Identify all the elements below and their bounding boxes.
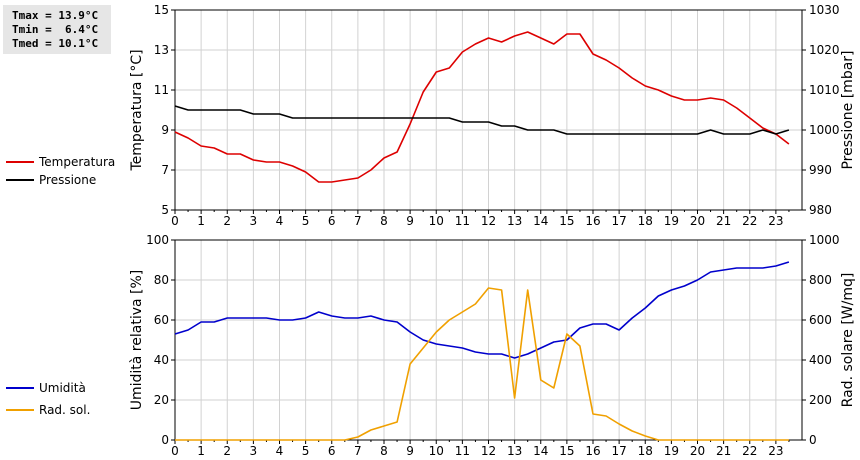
lower-xtick-label: 18: [638, 444, 653, 458]
lower-xtick-label: 4: [276, 444, 284, 458]
lower-ytick-label-left: 60: [154, 313, 169, 327]
lower-xtick-label: 11: [455, 444, 470, 458]
upper-xtick-label: 19: [664, 214, 679, 228]
upper-ytick-label-right: 990: [809, 163, 832, 177]
lower-ytick-label-right: 1000: [809, 233, 840, 247]
lower-ytick-label-left: 20: [154, 393, 169, 407]
upper-xtick-label: 22: [742, 214, 757, 228]
lower-xtick-label: 0: [171, 444, 179, 458]
lower-xtick-label: 23: [768, 444, 783, 458]
upper-ytick-label-left: 9: [161, 123, 169, 137]
upper-xtick-label: 17: [611, 214, 626, 228]
lower-series-line-1: [175, 287, 789, 441]
stats-box: Tmax = 13.9°C Tmin = 6.4°C Tmed = 10.1°C: [3, 5, 111, 54]
lower-xtick-label: 1: [197, 444, 205, 458]
lower-ytick-label-right: 200: [809, 393, 832, 407]
lower-xtick-label: 19: [664, 444, 679, 458]
upper-xtick-label: 8: [380, 214, 388, 228]
upper-ytick-label-left: 5: [161, 203, 169, 217]
upper-xtick-label: 7: [354, 214, 362, 228]
lower-xtick-label: 14: [533, 444, 548, 458]
lower-series-line-0: [174, 261, 790, 359]
lower-ytick-label-left: 100: [146, 233, 169, 247]
upper-ylabel-right: Pressione [mbar]: [840, 50, 856, 169]
legend-label-pressione: Pressione: [39, 173, 97, 187]
lower-xtick-label: 10: [429, 444, 444, 458]
upper-xtick-label: 13: [507, 214, 522, 228]
lower-xtick-label: 17: [611, 444, 626, 458]
legend-swatch-pressione: [6, 179, 34, 181]
legend-label-temperatura: Temperatura: [39, 155, 116, 169]
upper-xtick-label: 12: [481, 214, 496, 228]
upper-ytick-label-left: 13: [154, 43, 169, 57]
upper-xtick-label: 3: [250, 214, 258, 228]
upper-xtick-label: 4: [276, 214, 284, 228]
upper-ylabel-left: Temperatura [°C]: [129, 49, 145, 171]
upper-ytick-label-left: 7: [161, 163, 169, 177]
upper-xtick-label: 0: [171, 214, 179, 228]
tmax-text: Tmax = 13.9°C: [12, 9, 99, 22]
lower-ytick-label-left: 0: [161, 433, 169, 447]
upper-xtick-label: 5: [302, 214, 310, 228]
lower-xtick-label: 7: [354, 444, 362, 458]
upper-ytick-label-right: 1010: [809, 83, 840, 97]
upper-xtick-label: 9: [406, 214, 414, 228]
lower-xtick-label: 22: [742, 444, 757, 458]
lower-ytick-label-right: 800: [809, 273, 832, 287]
tmed-text: Tmed = 10.1°C: [12, 37, 99, 50]
tmin-text: Tmin = 6.4°C: [12, 23, 99, 36]
upper-ytick-label-right: 1000: [809, 123, 840, 137]
lower-ytick-label-right: 0: [809, 433, 817, 447]
lower-ytick-label-right: 400: [809, 353, 832, 367]
upper-xtick-label: 6: [328, 214, 336, 228]
upper-xtick-label: 20: [690, 214, 705, 228]
lower-xtick-label: 5: [302, 444, 310, 458]
lower-ylabel-right: Rad. solare [W/mq]: [840, 273, 856, 408]
upper-ytick-label-right: 1030: [809, 3, 840, 17]
legend-swatch-temperatura: [6, 161, 34, 163]
upper-xtick-label: 18: [638, 214, 653, 228]
upper-ytick-label-right: 1020: [809, 43, 840, 57]
upper-series-line-0: [174, 31, 790, 183]
lower-ylabel-left: Umidità relativa [%]: [129, 270, 145, 411]
lower-xtick-label: 21: [716, 444, 731, 458]
legend-swatch-umidita: [6, 387, 34, 389]
upper-ytick-label-right: 980: [809, 203, 832, 217]
lower-frame: [174, 239, 803, 441]
lower-xtick-label: 6: [328, 444, 336, 458]
upper-xtick-label: 14: [533, 214, 548, 228]
lower-xtick-label: 3: [250, 444, 258, 458]
upper-xtick-label: 16: [585, 214, 600, 228]
lower-xtick-label: 2: [223, 444, 231, 458]
lower-xtick-label: 15: [559, 444, 574, 458]
lower-xtick-label: 8: [380, 444, 388, 458]
upper-xtick-label: 21: [716, 214, 731, 228]
upper-series-line-1: [174, 105, 790, 135]
upper-xtick-label: 1: [197, 214, 205, 228]
legend-swatch-radsol: [6, 409, 34, 411]
upper-ytick-label-left: 15: [154, 3, 169, 17]
upper-xtick-label: 10: [429, 214, 444, 228]
upper-xtick-label: 23: [768, 214, 783, 228]
upper-frame: [174, 9, 803, 211]
lower-ytick-label-right: 600: [809, 313, 832, 327]
upper-xtick-label: 11: [455, 214, 470, 228]
lower-xtick-label: 20: [690, 444, 705, 458]
lower-xtick-label: 9: [406, 444, 414, 458]
lower-ytick-label-left: 40: [154, 353, 169, 367]
upper-xtick-label: 15: [559, 214, 574, 228]
legend-label-umidita: Umidità: [39, 381, 86, 395]
upper-xtick-label: 2: [223, 214, 231, 228]
lower-xtick-label: 16: [585, 444, 600, 458]
lower-xtick-label: 12: [481, 444, 496, 458]
lower-ytick-label-left: 80: [154, 273, 169, 287]
legend-label-radsol: Rad. sol.: [39, 403, 91, 417]
upper-ytick-label-left: 11: [154, 83, 169, 97]
lower-xtick-label: 13: [507, 444, 522, 458]
